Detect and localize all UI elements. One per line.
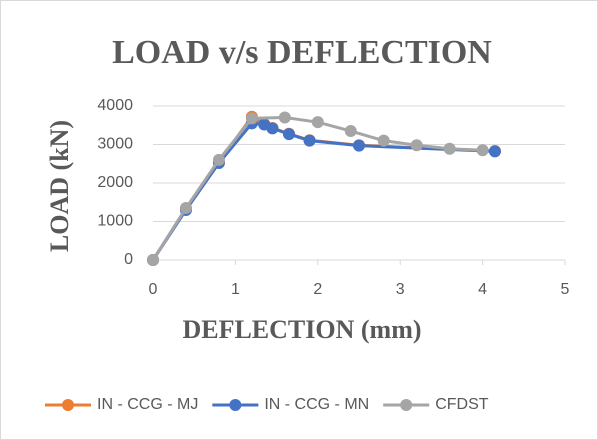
data-point — [377, 134, 390, 147]
x-tick-label: 3 — [396, 281, 405, 298]
y-tick-label: 0 — [124, 251, 133, 268]
data-point — [353, 139, 365, 152]
data-point — [476, 144, 489, 157]
x-tick-label: 2 — [313, 281, 322, 298]
legend-marker — [229, 399, 242, 411]
data-point — [278, 111, 291, 124]
data-point — [311, 116, 324, 129]
x-tick-label: 4 — [478, 281, 487, 298]
x-tick-label: 0 — [149, 281, 158, 298]
y-tick-label: 4000 — [97, 97, 133, 114]
x-tick-label: 1 — [231, 281, 240, 298]
data-point — [488, 145, 501, 158]
chart-title: LOAD v/s DEFLECTION — [112, 34, 492, 71]
data-point — [212, 153, 225, 166]
data-point — [443, 142, 456, 155]
data-point — [303, 134, 316, 147]
data-point — [282, 128, 295, 141]
legend-label: CFDST — [435, 396, 489, 413]
data-point — [344, 125, 357, 138]
y-tick-label: 3000 — [97, 136, 133, 153]
data-point — [266, 122, 279, 135]
legend-marker — [400, 399, 413, 411]
data-point — [245, 112, 258, 125]
data-point — [179, 202, 192, 215]
legend-label: IN - CCG - MN — [264, 396, 369, 413]
data-point — [410, 139, 423, 152]
x-axis-label: DEFLECTION (mm) — [182, 315, 421, 344]
y-axis-label: LOAD (kN) — [45, 120, 74, 252]
data-point — [147, 254, 159, 266]
y-tick-label: 2000 — [97, 174, 133, 191]
y-tick-label: 1000 — [97, 213, 133, 230]
legend-label: IN - CCG - MJ — [97, 396, 198, 413]
legend-marker — [62, 399, 74, 411]
x-tick-label: 5 — [561, 281, 570, 298]
